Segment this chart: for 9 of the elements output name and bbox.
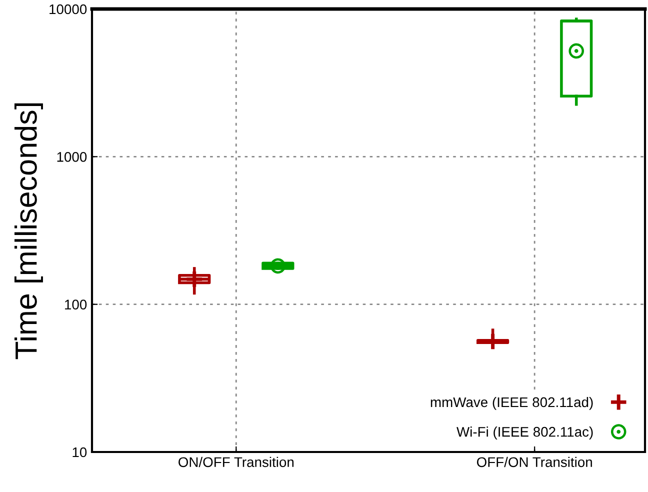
y-axis-title: Time [milliseconds] [14,103,43,360]
x-tick-label: OFF/ON Transition [476,456,592,468]
y-tick-label: 1000 [57,152,87,162]
y-tick-label: 10 [72,447,87,458]
y-tick-label: 100 [65,300,87,310]
legend-label: mmWave (IEEE 802.11ad) [430,396,593,410]
x-tick-label: ON/OFF Transition [178,456,294,468]
y-tick-label: 10000 [50,4,87,14]
legend-label: Wi-Fi (IEEE 802.11ac) [456,426,593,440]
